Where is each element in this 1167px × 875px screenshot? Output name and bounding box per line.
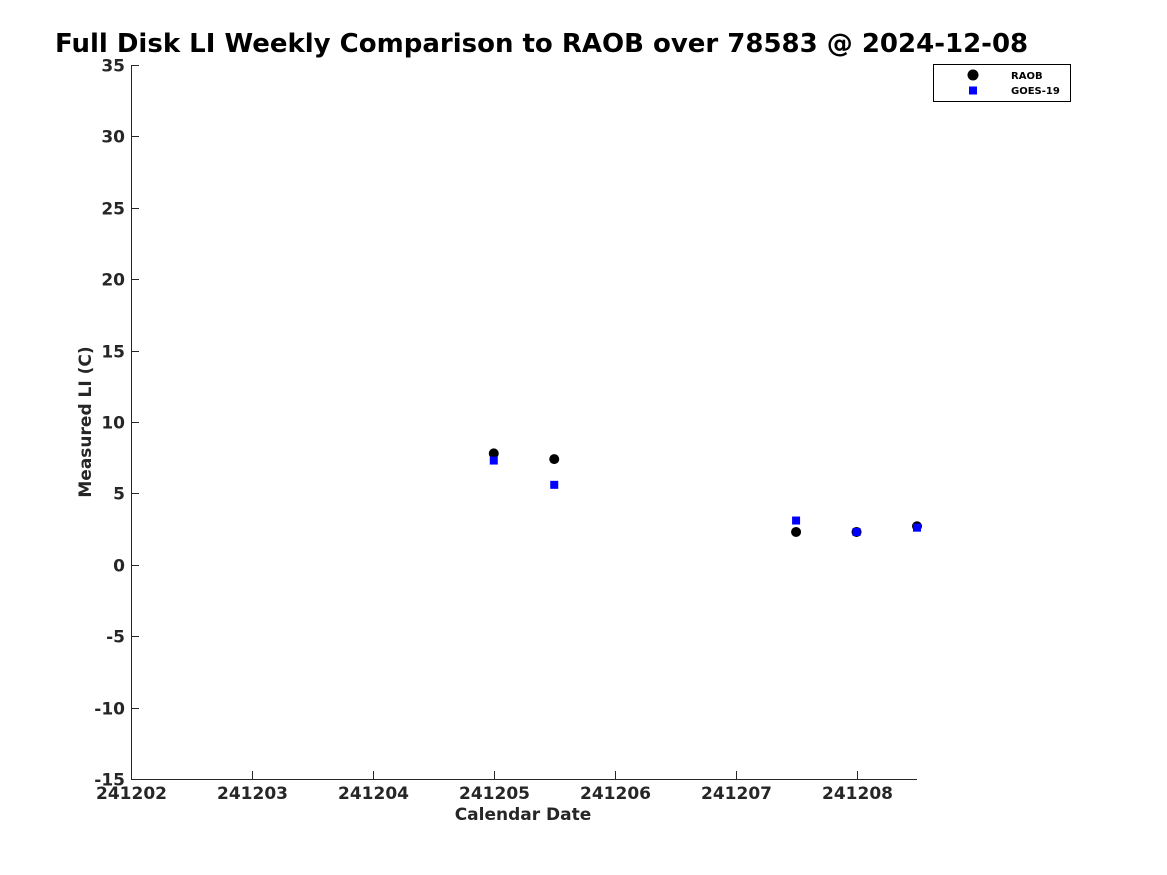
goes-19-point <box>489 456 498 465</box>
legend-raob-marker <box>967 69 979 81</box>
legend-goes-label: GOES-19 <box>1011 86 1060 97</box>
x-axis-label: Calendar Date <box>455 805 592 825</box>
x-tick-label: 241206 <box>580 784 651 804</box>
y-axis-ticks: 35 30 25 20 15 10 5 0 -5 -10 -15 <box>94 57 139 791</box>
legend-goes-marker <box>969 86 977 95</box>
y-tick-label: 30 <box>101 128 125 148</box>
y-tick-label: 0 <box>113 557 125 577</box>
goes-19-point <box>852 527 861 536</box>
legend-box <box>933 64 1071 102</box>
raob-point <box>549 454 560 465</box>
raob-point <box>791 526 802 537</box>
y-tick-label: -10 <box>94 700 125 720</box>
y-tick-label: 25 <box>101 200 125 220</box>
y-tick-label: 5 <box>113 485 125 505</box>
legend-raob-label: RAOB <box>1011 71 1043 82</box>
raob-point <box>488 448 499 459</box>
x-tick-label: 241204 <box>338 784 409 804</box>
y-tick-label: -5 <box>106 628 125 648</box>
y-tick-label: 20 <box>101 271 125 291</box>
x-tick-label: 241203 <box>217 784 288 804</box>
y-tick-label: 35 <box>101 57 125 77</box>
x-axis-ticks: 241202 241203 241204 241205 241206 241207 2412… <box>96 771 893 804</box>
goes-19-point <box>792 516 801 525</box>
y-tick-label: 15 <box>101 343 125 363</box>
x-tick-label: 241208 <box>822 784 893 804</box>
x-tick-label: 241205 <box>459 784 530 804</box>
data-markers <box>488 448 922 537</box>
legend: RAOB GOES-19 <box>933 64 1071 102</box>
goes-19-point <box>550 480 559 489</box>
y-tick-label: 10 <box>101 414 125 434</box>
y-tick-label: -15 <box>94 771 125 791</box>
goes-19-point <box>913 523 921 532</box>
x-tick-label: 241207 <box>701 784 772 804</box>
x-tick-label: 241202 <box>96 784 167 804</box>
y-axis-label: Measured LI (C) <box>76 346 96 497</box>
chart-title: Full Disk LI Weekly Comparison to RAOB o… <box>55 29 1028 59</box>
